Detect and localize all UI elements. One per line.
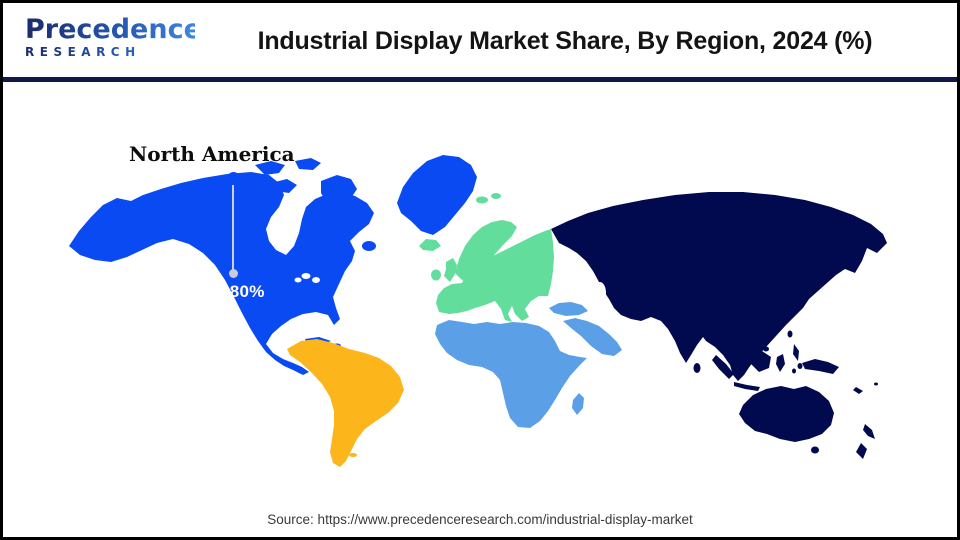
map-region-europe: [419, 193, 554, 328]
map-region-middle-east-africa: [435, 302, 622, 428]
header-divider: [3, 77, 957, 82]
map-great-lakes: [294, 273, 320, 283]
callout-value-label: 46.80%: [205, 282, 265, 301]
header: Precedence RESEARCH Industrial Display M…: [3, 3, 957, 77]
page-title: Industrial Display Market Share, By Regi…: [257, 27, 873, 55]
callout-anchor-dot: [227, 172, 240, 185]
map-region-south-america: [287, 339, 404, 467]
world-map: [69, 155, 887, 467]
callout-region-label: North America: [129, 142, 295, 166]
source-attribution: Source: https://www.precedenceresearch.c…: [267, 512, 693, 527]
callout-leader-line: [232, 185, 234, 270]
map-inland-seas: [552, 282, 606, 306]
callout-target-dot: [229, 269, 238, 278]
map-region-north-america: [69, 155, 477, 375]
precedence-logo: Precedence RESEARCH: [25, 15, 202, 60]
logo-subtitle: RESEARCH: [25, 45, 195, 60]
map-region-asia-pacific: [551, 192, 887, 459]
